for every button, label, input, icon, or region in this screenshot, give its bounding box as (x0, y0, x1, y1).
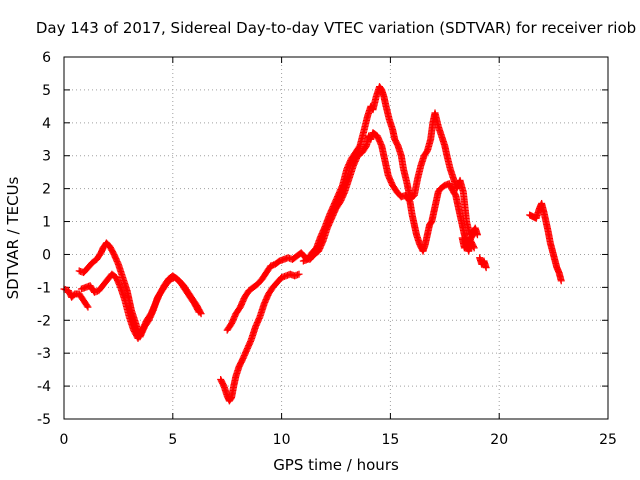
y-tick-label: -4 (37, 379, 51, 395)
y-tick-label: 4 (42, 116, 51, 132)
data-point (295, 270, 303, 278)
plot-frame (63, 56, 609, 420)
y-tick-label: 6 (42, 50, 51, 66)
data-points (60, 83, 565, 405)
chart-title: Day 143 of 2017, Sidereal Day-to-day VTE… (36, 19, 636, 37)
y-tick-labels: -5 -4 -3 -2 -1 0 1 2 3 4 5 6 (37, 50, 51, 428)
x-tick-label: 20 (490, 432, 508, 448)
x-tick-label: 5 (168, 432, 177, 448)
grid (64, 57, 608, 419)
x-axis-title: GPS time / hours (273, 456, 399, 474)
x-tick-label: 0 (60, 432, 69, 448)
data-point (470, 243, 478, 251)
y-tick-label: -5 (37, 412, 51, 428)
x-tick-label: 15 (381, 432, 399, 448)
y-tick-label: 0 (42, 247, 51, 263)
data-point (482, 264, 490, 272)
data-point (197, 310, 205, 318)
data-point (557, 277, 565, 285)
y-tick-label: 5 (42, 83, 51, 99)
data-point (84, 303, 92, 311)
y-tick-label: 2 (42, 182, 51, 198)
y-tick-label: -2 (37, 313, 51, 329)
x-tick-label: 10 (273, 432, 291, 448)
x-tick-label: 25 (599, 432, 617, 448)
x-tick-labels: 0 5 10 15 20 25 (60, 432, 617, 448)
data-point (196, 308, 204, 316)
data-point (83, 302, 91, 310)
ticks (63, 56, 609, 420)
data-point (473, 231, 481, 239)
y-axis-title: SDTVAR / TECUs (4, 176, 22, 299)
data-point (470, 244, 478, 252)
y-tick-label: 1 (42, 215, 51, 231)
y-tick-label: -3 (37, 346, 51, 362)
y-tick-label: -1 (37, 280, 51, 296)
y-tick-label: 3 (42, 149, 51, 165)
